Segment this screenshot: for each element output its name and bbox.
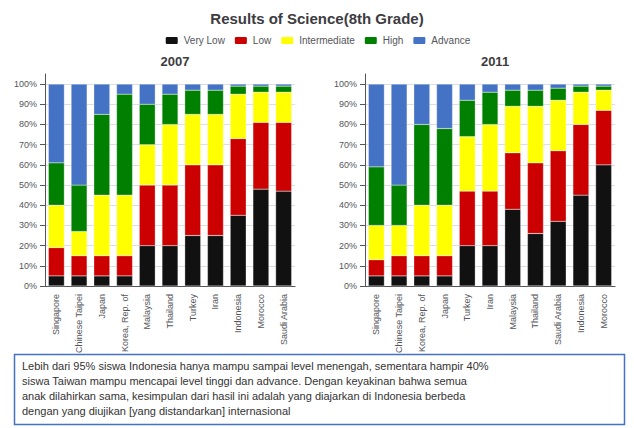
svg-text:Indonesia: Indonesia	[233, 294, 243, 333]
svg-text:High: High	[383, 35, 404, 46]
svg-text:Chinese Taipei: Chinese Taipei	[394, 294, 404, 353]
svg-text:0%: 0%	[24, 281, 37, 291]
svg-text:Turkey: Turkey	[462, 294, 472, 322]
svg-text:60%: 60%	[19, 160, 37, 170]
svg-text:90%: 90%	[19, 99, 37, 109]
svg-text:Indonesia: Indonesia	[576, 294, 586, 333]
svg-text:Korea, Rep. of: Korea, Rep. of	[120, 294, 130, 353]
svg-text:Thailand: Thailand	[165, 294, 175, 329]
svg-text:50%: 50%	[19, 180, 37, 190]
svg-text:30%: 30%	[19, 220, 37, 230]
svg-text:Iran: Iran	[210, 294, 220, 310]
svg-text:Morocco: Morocco	[256, 294, 266, 329]
svg-text:dengan yang diujikan [yang dis: dengan yang diujikan [yang distandarkan]…	[22, 405, 290, 417]
svg-text:Advance: Advance	[431, 35, 470, 46]
svg-text:20%: 20%	[339, 241, 357, 251]
svg-text:70%: 70%	[339, 140, 357, 150]
svg-text:0%: 0%	[344, 281, 357, 291]
svg-text:Results of Science(8th Grade): Results of Science(8th Grade)	[210, 10, 423, 27]
svg-text:10%: 10%	[19, 261, 37, 271]
svg-text:Malaysia: Malaysia	[508, 294, 518, 330]
svg-text:2007: 2007	[161, 54, 190, 69]
svg-text:Very Low: Very Low	[184, 35, 226, 46]
svg-text:70%: 70%	[19, 140, 37, 150]
svg-text:Saudi Arabia: Saudi Arabia	[553, 294, 563, 345]
svg-text:100%: 100%	[334, 79, 357, 89]
svg-text:Iran: Iran	[485, 294, 495, 310]
svg-text:Singapore: Singapore	[371, 294, 381, 335]
svg-text:Singapore: Singapore	[51, 294, 61, 335]
svg-text:Intermediate: Intermediate	[299, 35, 355, 46]
svg-text:siswa Taiwan mampu mencapai le: siswa Taiwan mampu mencapai level tinggi…	[22, 375, 468, 387]
svg-text:40%: 40%	[339, 200, 357, 210]
svg-text:Morocco: Morocco	[599, 294, 609, 329]
svg-text:Japan: Japan	[97, 294, 107, 319]
svg-text:40%: 40%	[19, 200, 37, 210]
svg-text:20%: 20%	[19, 241, 37, 251]
svg-text:anak dilahirkan sama, kesimpul: anak dilahirkan sama, kesimpulan dari ha…	[22, 390, 466, 402]
svg-text:Chinese Taipei: Chinese Taipei	[74, 294, 84, 353]
svg-text:80%: 80%	[339, 119, 357, 129]
svg-text:2011: 2011	[481, 54, 509, 69]
svg-text:Malaysia: Malaysia	[142, 294, 152, 330]
svg-text:80%: 80%	[19, 119, 37, 129]
svg-text:Turkey: Turkey	[188, 294, 198, 322]
svg-text:10%: 10%	[339, 261, 357, 271]
svg-text:30%: 30%	[339, 220, 357, 230]
svg-text:Lebih dari 95% siswa Indonesia: Lebih dari 95% siswa Indonesia hanya mam…	[22, 360, 489, 372]
svg-text:100%: 100%	[14, 79, 37, 89]
svg-text:50%: 50%	[339, 180, 357, 190]
svg-text:Thailand: Thailand	[530, 294, 540, 329]
svg-text:Japan: Japan	[440, 294, 450, 319]
svg-text:Low: Low	[253, 35, 272, 46]
svg-text:90%: 90%	[339, 99, 357, 109]
svg-text:Saudi Arabia: Saudi Arabia	[279, 294, 289, 345]
svg-text:60%: 60%	[339, 160, 357, 170]
svg-text:Korea, Rep. of: Korea, Rep. of	[417, 294, 427, 353]
